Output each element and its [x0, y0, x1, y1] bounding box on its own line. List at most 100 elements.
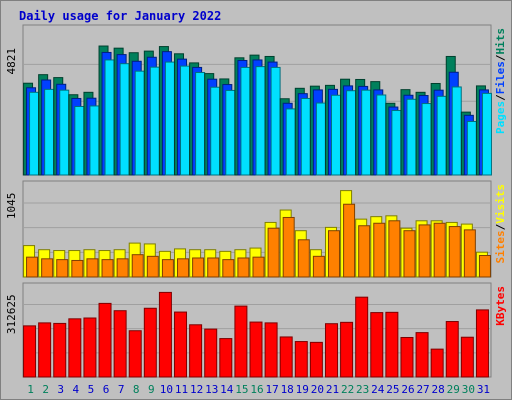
x-axis-labels: 1 2 3 4 5 6 7 8 9 10 11 12 13 14 15 16 17 18 19 20 21 22 23 24 2…: [27, 383, 490, 396]
panel-kbytes: 312625 KBytes: [5, 282, 507, 378]
bar-pages-day-29: [451, 86, 462, 176]
bar-pages-day-4: [74, 105, 85, 176]
x-tick-label-day-15: 15: [235, 383, 248, 396]
bar-kbytes-day-13: [204, 328, 218, 378]
panel-visits-sites: 1045 Sites/Visits: [5, 180, 507, 278]
bar-kbytes-day-3: [53, 322, 67, 378]
bar-kbytes-day-15: [234, 305, 248, 378]
x-tick-label-day-4: 4: [73, 383, 80, 396]
bar-kbytes-day-18: [279, 336, 293, 378]
bar-kbytes-day-10: [158, 291, 172, 378]
side-legend: Pages/Files/Hits: [494, 28, 507, 134]
x-tick-label-day-9: 9: [148, 383, 155, 396]
bar-kbytes-day-1: [23, 325, 37, 378]
legend-word: Sites: [494, 230, 507, 263]
bar-sites-day-7: [116, 258, 129, 278]
bar-pages-day-24: [376, 94, 387, 176]
bar-sites-day-14: [222, 259, 235, 278]
bar-sites-day-9: [146, 255, 159, 278]
bar-kbytes-day-29: [445, 321, 459, 378]
bar-sites-day-15: [237, 257, 250, 278]
bar-pages-day-5: [89, 105, 100, 176]
legend-word: /: [494, 94, 507, 101]
bar-pages-day-28: [436, 95, 447, 176]
x-tick-label-day-29: 29: [447, 383, 460, 396]
bar-kbytes-day-19: [294, 341, 308, 378]
bar-kbytes-day-31: [475, 309, 489, 378]
bar-kbytes-day-23: [355, 296, 369, 378]
x-tick-label-day-25: 25: [386, 383, 399, 396]
bar-kbytes-day-2: [38, 322, 52, 378]
bar-sites-day-31: [478, 255, 491, 278]
bar-kbytes-day-7: [113, 310, 127, 378]
bar-sites-day-2: [41, 258, 54, 278]
bar-pages-day-19: [300, 97, 311, 176]
bar-kbytes-day-8: [128, 330, 142, 378]
x-tick-label-day-23: 23: [356, 383, 369, 396]
bar-sites-day-30: [463, 229, 476, 278]
bar-pages-day-14: [225, 89, 236, 176]
legend-word: /: [494, 54, 507, 61]
legend-word: Visits: [494, 184, 507, 224]
bar-pages-day-2: [44, 88, 55, 176]
bar-kbytes-day-24: [370, 312, 384, 378]
bar-pages-day-21: [330, 94, 341, 176]
x-tick-label-day-20: 20: [311, 383, 324, 396]
bar-sites-day-22: [343, 203, 356, 278]
bar-sites-day-11: [177, 258, 190, 278]
bar-kbytes-day-25: [385, 311, 399, 378]
bar-kbytes-day-21: [324, 323, 338, 378]
x-tick-label-day-14: 14: [220, 383, 234, 396]
x-tick-label-day-24: 24: [371, 383, 385, 396]
bar-pages-day-27: [421, 103, 432, 176]
bar-sites-day-13: [207, 257, 220, 278]
bar-pages-day-10: [164, 61, 175, 176]
x-tick-label-day-28: 28: [432, 383, 445, 396]
bar-pages-day-30: [466, 120, 477, 176]
bar-kbytes-day-26: [400, 336, 414, 378]
bar-sites-day-24: [373, 222, 386, 278]
x-tick-label-day-10: 10: [160, 383, 173, 396]
bar-kbytes-day-28: [430, 348, 444, 378]
bar-sites-day-23: [358, 225, 371, 278]
x-tick-label-day-13: 13: [205, 383, 218, 396]
legend-word: KBytes: [494, 286, 507, 326]
bar-pages-day-12: [195, 72, 206, 176]
bar-pages-day-15: [240, 66, 251, 176]
bar-sites-day-18: [282, 216, 295, 278]
x-tick-label-day-5: 5: [88, 383, 95, 396]
bar-pages-day-20: [315, 102, 326, 176]
bar-pages-day-3: [59, 89, 70, 176]
x-tick-label-day-22: 22: [341, 383, 354, 396]
bar-sites-day-26: [403, 230, 416, 278]
x-tick-label-day-27: 27: [416, 383, 429, 396]
bar-pages-day-1: [29, 91, 40, 176]
bar-sites-day-19: [297, 239, 310, 278]
bar-pages-day-9: [149, 66, 160, 176]
y-max-label: 4821: [5, 48, 18, 75]
bar-kbytes-day-14: [219, 338, 233, 378]
bar-sites-day-27: [418, 224, 431, 278]
bar-sites-day-5: [86, 258, 99, 278]
bar-pages-day-26: [406, 98, 417, 176]
bar-pages-day-6: [104, 59, 115, 176]
x-tick-label-day-7: 7: [118, 383, 125, 396]
x-tick-label-day-8: 8: [133, 383, 140, 396]
bar-pages-day-18: [285, 108, 296, 176]
bar-sites-day-1: [26, 256, 39, 278]
bar-pages-day-11: [180, 65, 191, 176]
y-max-label: 312625: [5, 294, 18, 334]
bar-sites-day-25: [388, 220, 401, 278]
bar-kbytes-day-4: [68, 318, 82, 378]
bar-sites-day-12: [192, 257, 205, 278]
bar-kbytes-day-9: [143, 307, 157, 378]
side-legend: KBytes: [494, 286, 507, 326]
bar-sites-day-4: [71, 259, 84, 278]
legend-word: Pages: [494, 101, 507, 134]
x-tick-label-day-3: 3: [57, 383, 64, 396]
bar-kbytes-day-6: [98, 302, 112, 378]
x-tick-label-day-1: 1: [27, 383, 34, 396]
bar-sites-day-21: [327, 230, 340, 278]
bar-sites-day-16: [252, 256, 265, 278]
